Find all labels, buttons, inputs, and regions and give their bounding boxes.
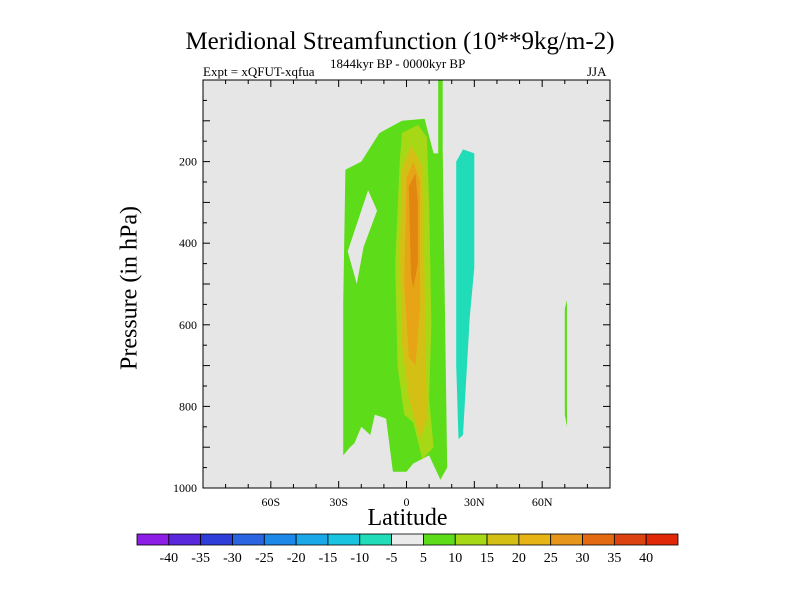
colorbar-box [295,533,329,546]
colorbar-label: -20 [287,551,306,566]
colorbar-label: 20 [512,551,526,566]
colorbar-box [582,533,615,546]
x-tick-label: 60S [261,495,280,509]
colorbar-box [486,533,520,546]
center-subtitle: 1844kyr BP - 0000kyr BP [330,56,466,71]
colorbar-label: -25 [255,551,274,566]
y-tick-label: 400 [179,236,197,250]
colorbar-label: 15 [480,551,494,566]
colorbar-box [423,533,456,546]
x-tick-label: 30N [464,495,485,509]
colorbar-box [550,533,583,546]
colorbar-box [263,533,297,546]
colorbar-box [613,533,647,546]
y-tick-label: 600 [179,318,197,332]
colorbar-label: 5 [420,551,427,566]
y-tick-label: 800 [179,399,197,413]
colorbar-label: -40 [159,551,178,566]
colorbar-box [645,533,679,546]
colorbar-label: -15 [319,551,338,566]
left-subtitle: Expt = xQFUT-xqfua [203,64,315,79]
colorbar-box [327,533,361,546]
chart-title: Meridional Streamfunction (10**9kg/m-2) [185,28,615,55]
colorbar-label: 35 [607,551,621,566]
colorbar-label: 30 [576,551,590,566]
axis-ticks: 60S 30S 0 30N 60N 200 400 600 800 1000 [173,80,610,509]
colorbar-label: 10 [448,551,462,566]
colorbar-box [232,533,265,546]
x-tick-label: 0 [404,495,410,509]
region-nh-column [438,80,443,170]
region-eq-25-30 [408,173,418,289]
colorbar-label: 25 [544,551,558,566]
x-axis-label: Latitude [367,505,448,531]
x-tick-label: 60N [532,495,553,509]
x-tick-label: 30S [329,495,348,509]
colorbar-box [518,533,552,546]
colorbar-label: 40 [639,551,653,566]
colorbar-box [391,533,424,546]
colorbar-box [136,533,170,546]
colorbar-label: -35 [191,551,210,566]
colorbar-box [454,533,488,546]
colorbar-box [168,533,202,546]
right-subtitle: JJA [587,64,607,79]
colorbar-label: -5 [386,551,398,566]
colorbar-box [359,533,392,546]
colorbar-label: -30 [223,551,242,566]
y-tick-label: 1000 [173,481,197,495]
colorbar: -40 -35 -30 -25 -20 -15 -10 -5 5 10 15 20 25 30 35 40 [136,533,679,566]
region-nh-60-5-10 [564,300,567,427]
colorbar-label: -10 [350,551,369,566]
y-tick-label: 200 [179,155,197,169]
colorbar-box [200,533,233,546]
contour-regions [343,80,567,480]
region-nh-neg-5-10 [456,149,475,439]
hole-sh [347,190,378,284]
